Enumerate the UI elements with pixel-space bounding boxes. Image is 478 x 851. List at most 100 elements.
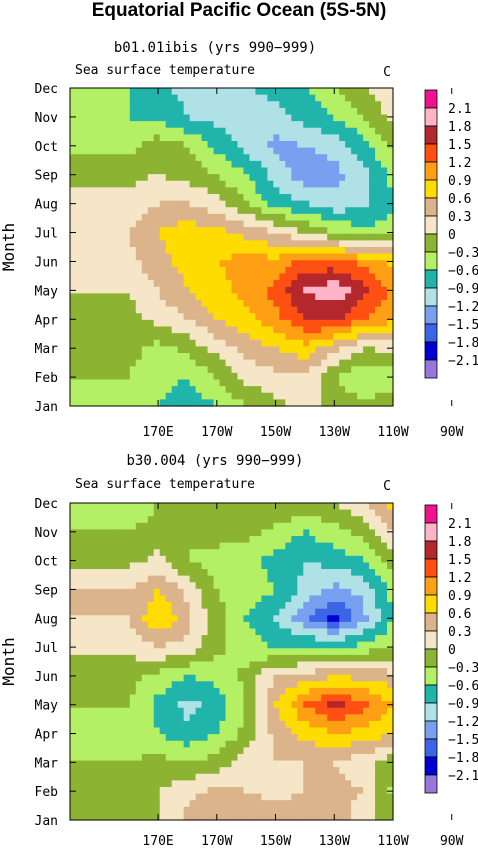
- contour-cell: [243, 602, 251, 610]
- contour-cell: [303, 740, 310, 748]
- contour-cell: [135, 114, 143, 122]
- contour-cell: [231, 386, 239, 394]
- contour-cell: [375, 247, 382, 255]
- contour-cell: [315, 372, 322, 381]
- figure-title: Equatorial Pacific Ocean (5S-5N): [91, 0, 387, 21]
- contour-cell: [183, 536, 191, 544]
- contour-cell: [327, 353, 334, 361]
- contour-cell: [285, 760, 292, 768]
- contour-cell: [309, 346, 316, 354]
- contour-cell: [219, 313, 227, 321]
- contour-cell: [177, 260, 185, 268]
- contour-cell: [327, 319, 334, 328]
- contour-cell: [309, 127, 316, 135]
- contour-cell: [267, 293, 274, 301]
- contour-cell: [237, 753, 245, 762]
- contour-cell: [237, 326, 245, 334]
- contour-cell: [75, 253, 83, 261]
- contour-cell: [75, 516, 83, 524]
- contour-cell: [243, 187, 251, 195]
- contour-cell: [93, 569, 101, 577]
- contour-cell: [177, 141, 185, 149]
- contour-cell: [273, 734, 280, 742]
- contour-cell: [219, 661, 227, 669]
- contour-cell: [369, 213, 376, 222]
- contour-cell: [153, 654, 161, 663]
- contour-cell: [177, 386, 185, 394]
- contour-cell: [213, 94, 221, 102]
- contour-cell: [123, 260, 131, 268]
- contour-cell: [183, 747, 191, 755]
- contour-cell: [159, 233, 167, 241]
- contour-cell: [195, 694, 203, 702]
- contour-cell: [99, 88, 107, 96]
- contour-cell: [315, 595, 322, 603]
- contour-cell: [369, 727, 376, 735]
- contour-cell: [81, 767, 89, 775]
- contour-cell: [381, 141, 388, 149]
- contour-cell: [75, 187, 83, 195]
- contour-cell: [321, 536, 328, 544]
- contour-cell: [70, 180, 77, 188]
- contour-cell: [321, 668, 328, 676]
- contour-cell: [93, 740, 101, 748]
- contour-cell: [261, 306, 268, 314]
- contour-cell: [225, 280, 233, 288]
- contour-cell: [291, 727, 298, 735]
- contour-cell: [81, 621, 89, 630]
- contour-cell: [70, 522, 77, 531]
- contour-cell: [81, 575, 89, 583]
- contour-cell: [147, 220, 155, 228]
- contour-cell: [321, 187, 328, 195]
- contour-cell: [70, 107, 77, 116]
- contour-cell: [327, 595, 334, 603]
- contour-cell: [123, 366, 131, 374]
- contour-cell: [339, 608, 346, 616]
- contour-cell: [309, 160, 316, 169]
- contour-cell: [357, 101, 364, 109]
- contour-cell: [171, 101, 179, 109]
- contour-cell: [123, 575, 131, 583]
- contour-cell: [219, 101, 227, 109]
- contour-cell: [189, 353, 197, 361]
- contour-cell: [273, 628, 280, 636]
- contour-cell: [339, 260, 346, 268]
- contour-cell: [189, 687, 197, 696]
- contour-cell: [105, 260, 113, 268]
- contour-cell: [207, 555, 215, 564]
- contour-cell: [201, 720, 209, 729]
- contour-cell: [87, 747, 95, 755]
- contour-cell: [225, 661, 233, 669]
- contour-cell: [165, 648, 173, 656]
- contour-cell: [207, 661, 215, 669]
- contour-cell: [291, 134, 298, 142]
- contour-cell: [255, 681, 263, 689]
- contour-cell: [279, 160, 286, 169]
- contour-cell: [297, 134, 304, 142]
- contour-cell: [333, 220, 340, 228]
- contour-cell: [375, 648, 382, 656]
- contour-cell: [75, 648, 83, 656]
- contour-cell: [117, 555, 125, 564]
- contour-cell: [327, 253, 334, 261]
- contour-cell: [273, 740, 280, 748]
- contour-cell: [87, 773, 95, 781]
- contour-cell: [141, 213, 149, 222]
- contour-cell: [279, 227, 286, 235]
- contour-cell: [261, 615, 268, 623]
- contour-cell: [309, 734, 316, 742]
- contour-cell: [195, 562, 203, 570]
- contour-cell: [165, 681, 173, 689]
- contour-cell: [99, 602, 107, 610]
- contour-cell: [333, 727, 340, 735]
- contour-cell: [387, 94, 394, 102]
- contour-cell: [75, 509, 83, 517]
- contour-cell: [387, 720, 394, 729]
- contour-cell: [165, 582, 173, 590]
- contour-cell: [327, 154, 334, 162]
- contour-cell: [225, 187, 233, 195]
- contour-cell: [381, 701, 388, 709]
- contour-cell: [231, 253, 239, 261]
- contour-cell: [171, 549, 179, 557]
- contour-cell: [117, 780, 125, 788]
